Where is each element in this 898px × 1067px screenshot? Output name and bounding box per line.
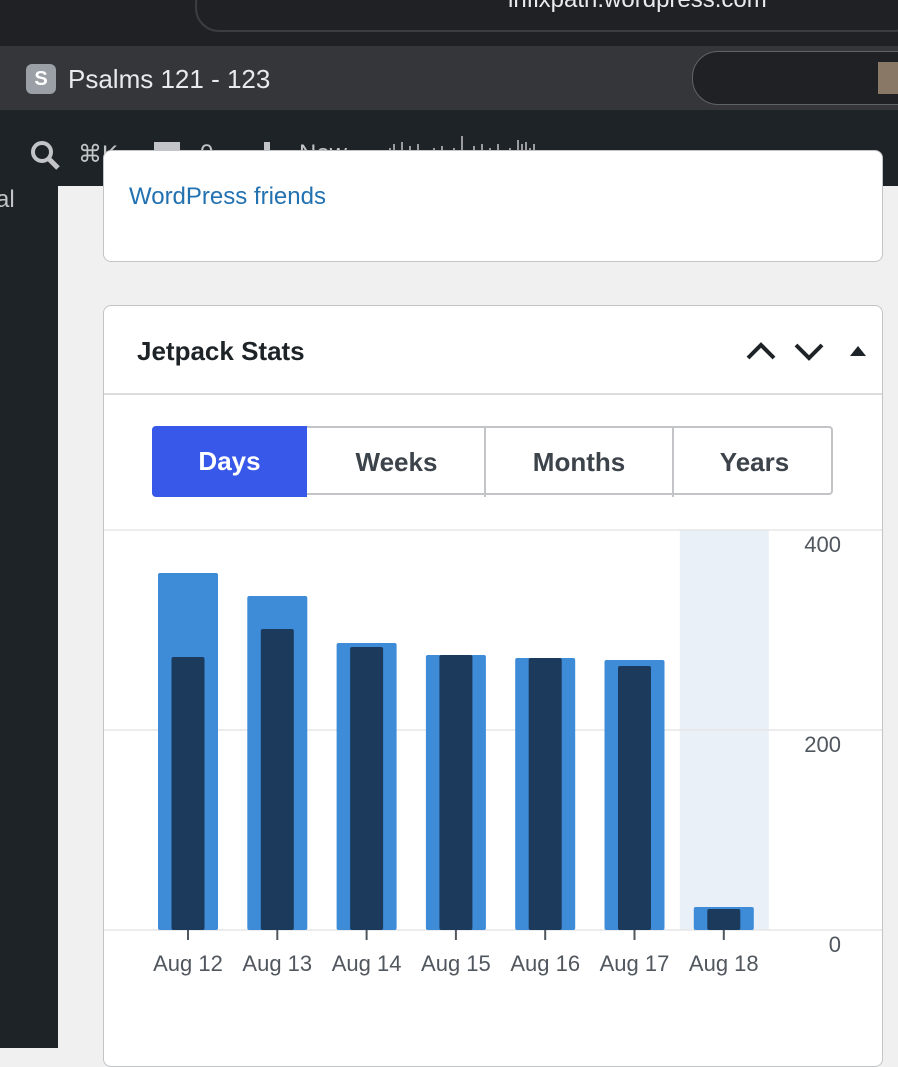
bar: [439, 655, 473, 930]
x-tick-label: Aug 15: [421, 951, 491, 976]
widget-title: Jetpack Stats: [137, 336, 305, 366]
sidebar-item[interactable]: al: [0, 186, 15, 213]
url-text: infixpath.wordpress.com: [508, 0, 767, 14]
period-tab[interactable]: Weeks: [309, 428, 486, 497]
profile-pill[interactable]: [692, 51, 898, 105]
search-icon[interactable]: [30, 140, 62, 172]
bar: [260, 629, 294, 930]
previous-widget: WordPress friends: [103, 150, 883, 262]
url-bar: infixpath.wordpress.com: [0, 0, 898, 46]
period-tab[interactable]: Months: [486, 428, 674, 497]
bar: [350, 647, 384, 930]
bar: [618, 666, 651, 930]
sidebar: al: [0, 186, 58, 1048]
period-tabs: Days Weeks Months Years: [152, 426, 833, 497]
period-tab[interactable]: Days: [152, 426, 307, 497]
x-tick-label: Aug 16: [510, 951, 580, 976]
bar: [528, 658, 562, 930]
x-tick-label: Aug 13: [242, 951, 312, 976]
tab-bar: S Psalms 121 - 123: [0, 46, 898, 110]
chart: 0 200 400 Aug 12 Aug 13 Aug 14 Aug 15 Aug 16 Aug…: [104, 529, 882, 976]
tab-title[interactable]: Psalms 121 - 123: [68, 64, 271, 94]
widget-header: Jetpack Stats: [104, 306, 882, 395]
tab-icon: S: [26, 64, 56, 94]
x-tick-label: Aug 12: [153, 951, 223, 976]
y-tick-label: 400: [804, 532, 841, 557]
friends-link[interactable]: WordPress friends: [129, 183, 326, 210]
url-field[interactable]: [195, 0, 898, 32]
period-tab[interactable]: Years: [719, 447, 790, 477]
y-tick-label: 200: [804, 732, 841, 757]
widget-controls[interactable]: [744, 336, 874, 366]
bar: [171, 657, 205, 930]
bar: [707, 909, 741, 930]
x-tick-label: Aug 18: [689, 951, 759, 976]
avatar[interactable]: [878, 62, 898, 94]
y-tick-label: 0: [829, 932, 841, 957]
x-tick-label: Aug 14: [332, 951, 402, 976]
x-tick-label: Aug 17: [600, 951, 670, 976]
